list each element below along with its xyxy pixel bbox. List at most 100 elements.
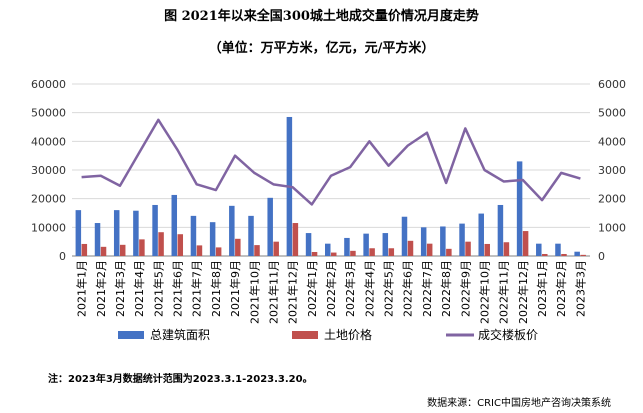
line-floor-price <box>81 118 581 206</box>
legend-swatch <box>292 331 318 339</box>
bar-area <box>133 210 139 256</box>
right-axis-tick-label: 0 <box>598 250 605 263</box>
left-axis-tick-label: 0 <box>59 250 66 263</box>
x-axis-tick-label: 2021年3月 <box>113 260 127 317</box>
x-axis-tick-label: 2022年7月 <box>420 260 434 317</box>
right-axis-tick-label: 2000 <box>598 193 626 206</box>
bar-area <box>305 233 312 256</box>
x-axis-tick-label: 2022年1月 <box>305 260 319 317</box>
bar-price <box>350 250 356 256</box>
x-axis-tick-label: 2021年9月 <box>228 260 242 317</box>
left-axis-tick-label: 30000 <box>31 164 66 177</box>
left-axis-tick-label: 10000 <box>31 221 66 234</box>
bar-area <box>152 204 158 256</box>
right-axis-tick-label: 3000 <box>598 164 626 177</box>
bar-price <box>292 223 299 256</box>
left-axis-tick-label: 50000 <box>31 107 66 120</box>
x-axis-tick-label: 2023年2月 <box>554 260 568 317</box>
chart-subtitle: （单位：万平方米，亿元，元/平方米） <box>208 41 435 56</box>
bar-price <box>254 245 260 256</box>
legend-swatch <box>118 331 144 339</box>
right-axis-tick-label: 1000 <box>598 221 626 234</box>
x-axis-tick-label: 2023年3月 <box>573 260 587 317</box>
bar-area <box>229 205 235 256</box>
bar-price <box>215 247 222 256</box>
left-axis-tick-label: 20000 <box>31 193 66 206</box>
bar-area <box>401 216 408 256</box>
bar-area <box>113 210 120 256</box>
data-source: 数据来源：CRIC中国房地产咨询决策系统 <box>427 398 611 409</box>
bar-price <box>503 242 510 256</box>
bar-price <box>81 243 88 256</box>
bar-price <box>119 244 126 256</box>
bar-area <box>190 215 197 256</box>
x-axis-tick-label: 2022年6月 <box>401 260 415 317</box>
bar-area <box>94 223 101 256</box>
right-axis-tick-label: 5000 <box>598 107 626 120</box>
x-axis-tick-label: 2022年11月 <box>497 260 511 324</box>
x-axis-tick-label: 2022年2月 <box>324 260 338 317</box>
bar-area <box>382 233 389 256</box>
x-axis-tick-label: 2021年2月 <box>94 260 108 317</box>
bar-price <box>196 245 203 256</box>
bar-price <box>446 248 452 256</box>
bar-area <box>209 222 216 256</box>
right-axis-tick-label: 4000 <box>598 135 626 148</box>
bar-area <box>459 223 465 256</box>
bar-price <box>426 243 433 256</box>
bar-area <box>420 227 427 256</box>
bar-price <box>542 253 548 256</box>
bar-price <box>311 251 318 256</box>
bar-price <box>561 253 567 256</box>
x-axis-tick-label: 2022年5月 <box>382 260 396 317</box>
x-axis-tick-label: 2022年3月 <box>343 260 357 317</box>
bar-area <box>440 226 446 256</box>
bar-price <box>139 239 145 256</box>
bar-area <box>536 243 542 256</box>
x-axis-tick-label: 2021年12月 <box>286 260 300 324</box>
bar-price <box>388 248 395 256</box>
bar-price <box>407 240 414 256</box>
legend-label: 土地价格 <box>324 327 372 342</box>
x-axis-tick-label: 2021年6月 <box>171 260 185 317</box>
bar-price <box>465 241 471 256</box>
bar-area <box>363 233 369 256</box>
left-axis-tick-label: 60000 <box>31 78 66 91</box>
x-axis-tick-label: 2021年7月 <box>190 260 204 317</box>
x-axis-tick-label: 2022年9月 <box>458 260 472 317</box>
bar-price <box>100 246 107 256</box>
x-axis-tick-label: 2021年5月 <box>151 260 165 317</box>
legend-label: 成交楼板价 <box>478 327 538 342</box>
bar-area <box>171 194 178 256</box>
x-axis-tick-label: 2021年10月 <box>247 260 261 324</box>
legend-label: 总建筑面积 <box>150 327 210 342</box>
chart-title: 图 2021年以来全国300城土地成交量价情况月度走势 <box>164 9 479 24</box>
bar-price <box>580 254 586 256</box>
x-axis-tick-label: 2023年1月 <box>535 260 549 317</box>
right-axis-tick-label: 6000 <box>598 78 626 91</box>
x-axis-tick-label: 2022年10月 <box>477 260 491 324</box>
x-axis-tick-label: 2021年8月 <box>209 260 223 317</box>
bar-price <box>273 241 279 256</box>
bar-area <box>555 243 561 256</box>
x-axis-tick-label: 2021年4月 <box>132 260 146 317</box>
bar-area <box>267 197 273 256</box>
bar-area <box>574 251 580 256</box>
bar-price <box>158 232 164 256</box>
footnote: 注：2023年3月数据统计范围为2023.3.1-2023.3.20。 <box>48 374 313 385</box>
x-axis-tick-label: 2022年4月 <box>362 260 376 317</box>
bar-area <box>75 210 82 256</box>
left-axis-tick-label: 40000 <box>31 135 66 148</box>
bar-price <box>177 234 184 256</box>
bar-price <box>522 231 529 256</box>
bar-area <box>344 237 350 256</box>
bar-price <box>331 252 337 256</box>
x-axis-tick-label: 2021年1月 <box>75 260 89 317</box>
bar-area <box>497 204 504 256</box>
bar-area <box>248 215 254 256</box>
bar-area <box>516 161 523 256</box>
x-axis-tick-label: 2022年12月 <box>516 260 530 324</box>
x-axis-tick-label: 2021年11月 <box>266 260 280 324</box>
x-axis-tick-label: 2022年8月 <box>439 260 453 317</box>
